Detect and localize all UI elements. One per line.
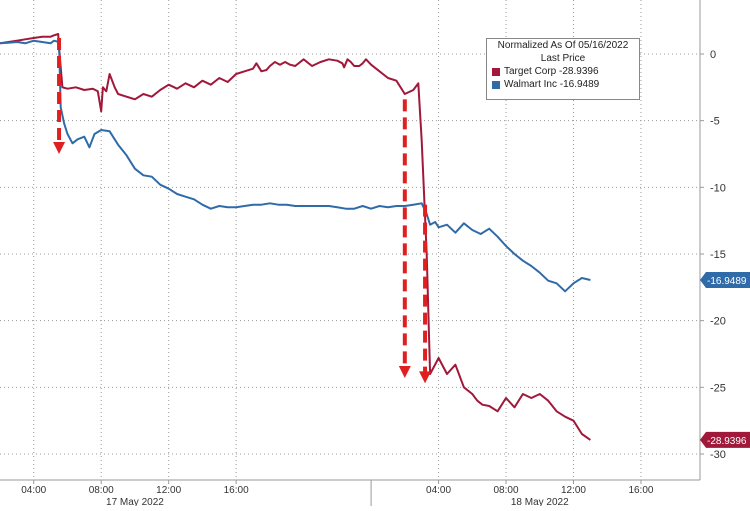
legend-swatch-walmart <box>492 80 500 89</box>
x-tick-label: 08:00 <box>89 485 114 496</box>
y-tick-label: -30 <box>710 449 726 461</box>
y-tick-label: -10 <box>710 182 726 194</box>
y-tick-label: -20 <box>710 316 726 328</box>
x-date-label: 18 May 2022 <box>511 497 569 506</box>
legend-item-walmart: Walmart Inc -16.9489 <box>487 78 639 91</box>
annotation-arrow-head <box>419 371 432 384</box>
x-tick-label: 16:00 <box>224 485 249 496</box>
last-price-label-walmart: -16.9489 <box>707 276 747 287</box>
last-price-tag-target <box>700 431 750 448</box>
annotation-arrow-head <box>53 141 66 154</box>
y-tick-label: -25 <box>710 382 726 394</box>
series-line-target <box>0 33 591 441</box>
legend-item-target: Target Corp -28.9396 <box>487 65 639 78</box>
x-tick-label: 04:00 <box>426 485 451 496</box>
legend: Normalized As Of 05/16/2022 Last Price T… <box>486 38 640 100</box>
legend-label-target: Target Corp -28.9396 <box>504 66 599 77</box>
x-tick-label: 12:00 <box>156 485 181 496</box>
x-date-label: 17 May 2022 <box>106 497 164 506</box>
last-price-tag-walmart <box>700 271 750 288</box>
legend-label-walmart: Walmart Inc -16.9489 <box>504 79 600 90</box>
x-tick-label: 16:00 <box>628 485 653 496</box>
legend-subtitle: Last Price <box>540 53 586 64</box>
x-tick-label: 12:00 <box>561 485 586 496</box>
series-line-walmart <box>0 39 591 293</box>
last-price-label-target: -28.9396 <box>707 436 747 447</box>
y-tick-label: -15 <box>710 249 726 261</box>
y-tick-label: -5 <box>710 116 720 128</box>
x-tick-label: 08:00 <box>494 485 519 496</box>
legend-title: Normalized As Of 05/16/2022 <box>497 40 629 51</box>
y-tick-label: 0 <box>710 49 716 61</box>
annotation-arrow-head <box>398 365 411 378</box>
legend-swatch-target <box>492 67 500 76</box>
x-tick-label: 04:00 <box>21 485 46 496</box>
